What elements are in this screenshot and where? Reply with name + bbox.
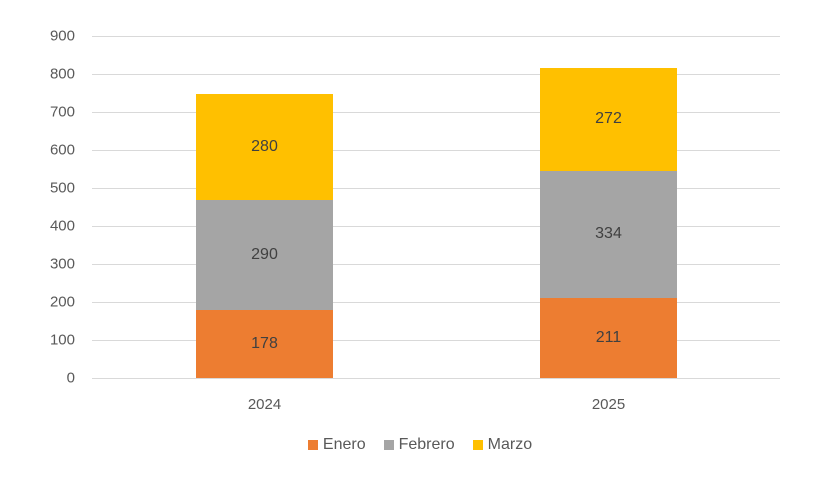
- gridline: [92, 378, 780, 379]
- bar-segment-febrero-2024: 290: [196, 200, 333, 311]
- gridline: [92, 340, 780, 341]
- data-label: 280: [251, 137, 278, 155]
- legend-label: Marzo: [487, 436, 533, 453]
- y-tick-label: 900: [49, 27, 75, 45]
- gridline: [92, 150, 780, 151]
- x-tick-label: 2024: [247, 396, 282, 413]
- data-label: 334: [595, 225, 622, 243]
- legend-label: Febrero: [398, 436, 455, 453]
- legend-swatch-enero-icon: [307, 440, 318, 450]
- y-tick-label: 700: [49, 103, 75, 121]
- legend-item-marzo: Marzo: [472, 436, 533, 454]
- y-tick-label: 200: [49, 293, 75, 311]
- legend-swatch-marzo-icon: [472, 440, 483, 450]
- gridline: [92, 36, 780, 37]
- bar-segment-febrero-2025: 334: [540, 170, 677, 298]
- data-label: 272: [595, 110, 622, 128]
- data-label: 290: [251, 246, 278, 264]
- gridline: [92, 188, 780, 189]
- y-tick-label: 500: [49, 179, 75, 197]
- y-tick-label: 600: [49, 141, 75, 159]
- data-label: 178: [251, 335, 278, 353]
- legend-label: Enero: [322, 436, 366, 453]
- legend-item-enero: Enero: [307, 436, 366, 454]
- bar-segment-enero-2024: 178: [196, 310, 333, 378]
- bar-segment-marzo-2025: 272: [540, 67, 677, 171]
- gridline: [92, 302, 780, 303]
- legend-item-febrero: Febrero: [383, 436, 455, 454]
- bar-segment-marzo-2024: 280: [196, 93, 333, 201]
- y-tick-label: 100: [49, 331, 75, 349]
- legend-swatch-febrero-icon: [383, 440, 394, 450]
- bar-segment-enero-2025: 211: [540, 297, 677, 378]
- y-tick-label: 400: [49, 217, 75, 235]
- gridline: [92, 226, 780, 227]
- gridline: [92, 264, 780, 265]
- gridline: [92, 74, 780, 75]
- legend: Enero Febrero Marzo: [0, 436, 840, 454]
- gridline: [92, 112, 780, 113]
- y-tick-label: 0: [66, 369, 75, 387]
- y-tick-label: 800: [49, 65, 75, 83]
- data-label: 211: [595, 328, 622, 346]
- x-tick-label: 2025: [591, 396, 626, 413]
- y-tick-label: 300: [49, 255, 75, 273]
